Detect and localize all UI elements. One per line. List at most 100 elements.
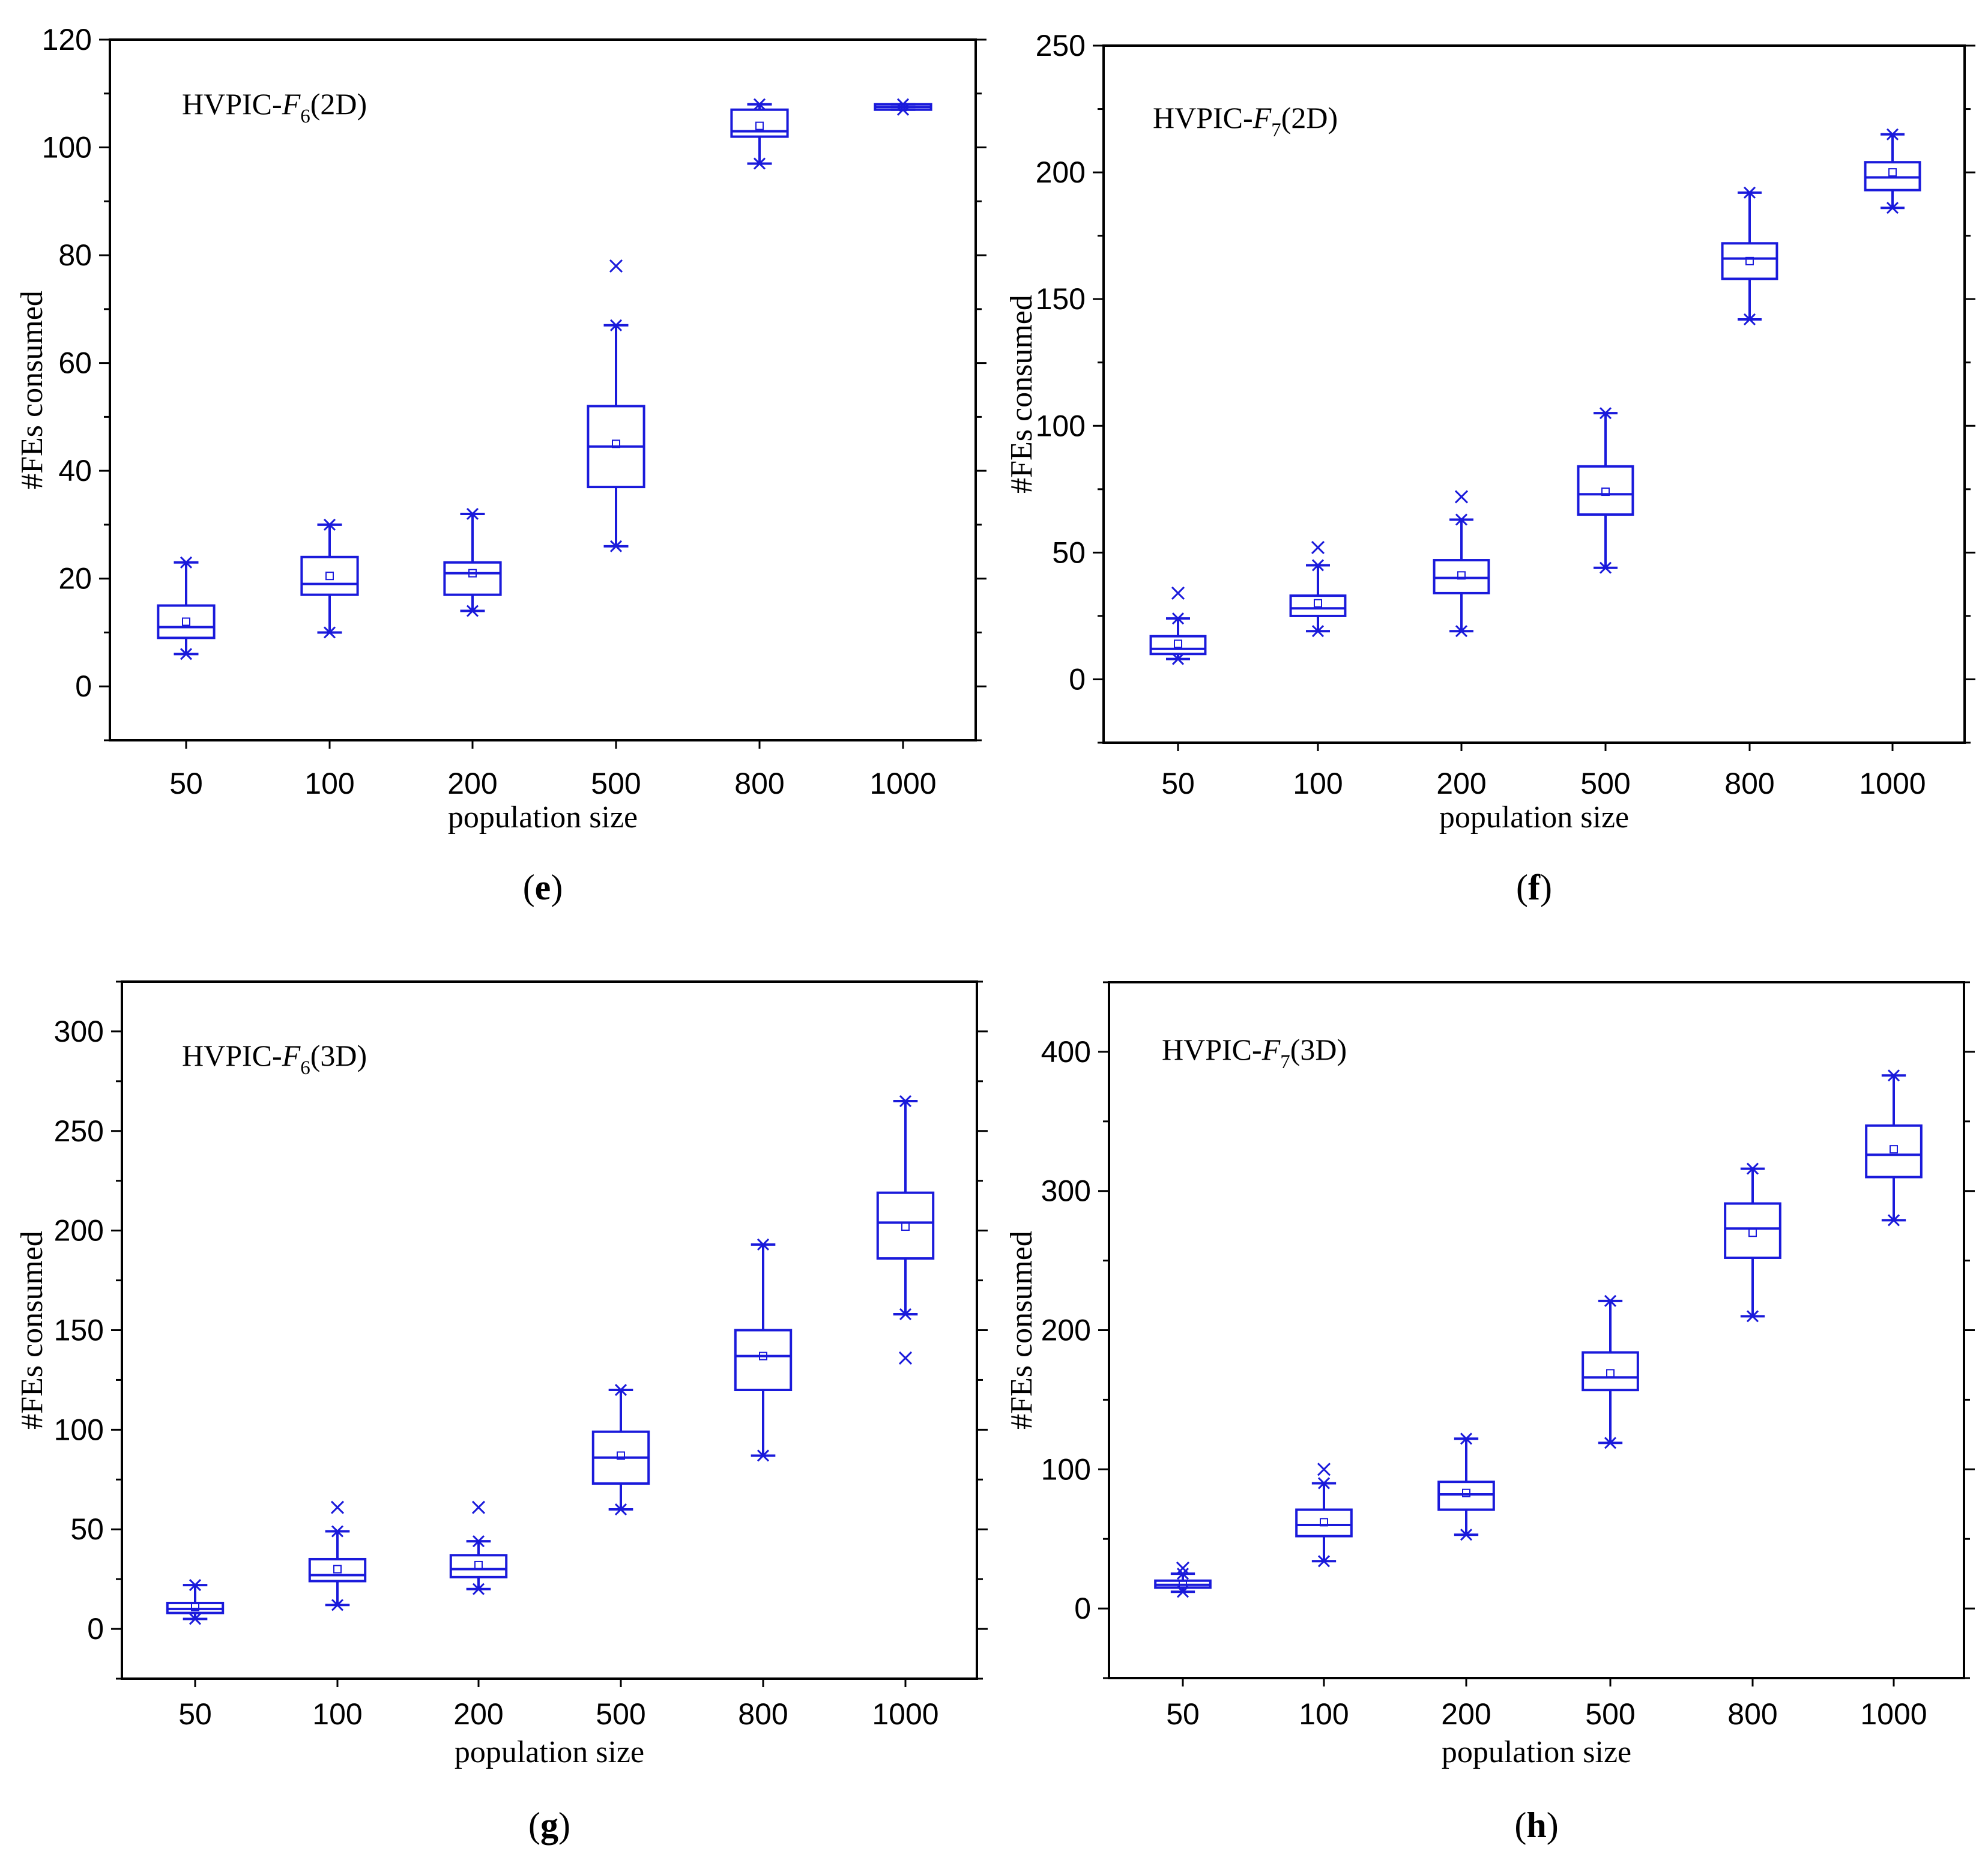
box-50 xyxy=(166,1579,225,1625)
x-tick-label: 200 xyxy=(453,1697,503,1731)
mean-marker xyxy=(1320,1518,1328,1527)
y-tick-label: 120 xyxy=(42,23,92,56)
mean-marker xyxy=(1890,1145,1898,1154)
whisker-end-mark xyxy=(1599,561,1612,574)
mean-marker xyxy=(333,1565,342,1574)
mean-marker xyxy=(182,617,190,626)
iqr-box xyxy=(734,1329,793,1392)
whisker-end-mark xyxy=(1171,612,1185,625)
whisker-end-mark xyxy=(1599,407,1612,420)
iqr-box xyxy=(1582,1351,1639,1392)
box-1000 xyxy=(1864,128,1921,214)
whisker-end-mark xyxy=(1886,202,1899,214)
whisker-end-mark xyxy=(323,518,336,531)
x-axis-title: population size xyxy=(1439,800,1629,835)
whisker-end-mark xyxy=(609,540,623,552)
outlier-marker xyxy=(898,1351,913,1365)
x-tick-label: 1000 xyxy=(1860,1697,1927,1731)
box-100 xyxy=(308,1500,367,1611)
whisker-end-mark xyxy=(323,626,336,639)
mean-marker xyxy=(1174,639,1182,648)
y-tick-label: 300 xyxy=(1041,1174,1091,1208)
iqr-box xyxy=(1437,1481,1495,1511)
mean-marker xyxy=(901,1222,910,1231)
whisker-end-mark xyxy=(180,556,193,569)
plot-title: HVPIC-F6(3D) xyxy=(182,1039,367,1079)
x-tick-label: 500 xyxy=(596,1697,645,1731)
mean-marker xyxy=(1606,1369,1615,1378)
outlier-marker xyxy=(1454,490,1469,504)
x-tick-label: 1000 xyxy=(872,1697,938,1731)
whisker-end-mark xyxy=(753,98,766,110)
mean-marker xyxy=(1457,571,1466,580)
x-tick-label: 100 xyxy=(304,767,354,800)
iqr-box xyxy=(1149,635,1207,656)
plot-title: HVPIC-F7(3D) xyxy=(1162,1033,1347,1073)
y-tick-label: 100 xyxy=(42,131,92,165)
panel-label: (e) xyxy=(523,868,563,907)
x-axis-title: population size xyxy=(455,1735,644,1769)
whisker-end-mark xyxy=(1317,1555,1331,1568)
x-tick-label: 1000 xyxy=(1859,767,1926,800)
x-tick-label: 50 xyxy=(169,767,203,800)
y-tick-label: 50 xyxy=(70,1512,104,1546)
plot-title: HVPIC-F6(2D) xyxy=(182,87,367,127)
iqr-box xyxy=(1724,1202,1781,1259)
mean-marker xyxy=(325,572,334,581)
whisker-end-mark xyxy=(1743,313,1756,326)
y-axis-title: #FEs consumed xyxy=(1005,295,1039,494)
y-tick-label: 50 xyxy=(1052,536,1086,569)
whisker-end-mark xyxy=(1171,653,1185,665)
box-200 xyxy=(1437,1433,1495,1541)
iqr-box xyxy=(1864,161,1921,192)
mean-marker xyxy=(1748,1228,1757,1237)
whisker-end-mark xyxy=(899,1095,912,1108)
x-tick-label: 200 xyxy=(1441,1697,1491,1731)
whisker-end-mark xyxy=(1746,1162,1759,1175)
x-tick-label: 100 xyxy=(312,1697,362,1731)
y-tick-label: 200 xyxy=(1036,156,1086,189)
outlier-marker xyxy=(1317,1463,1331,1476)
box-100 xyxy=(1289,540,1347,638)
y-axis-title: #FEs consumed xyxy=(1005,1231,1039,1430)
y-tick-label: 0 xyxy=(1074,1592,1091,1625)
mean-marker xyxy=(617,1451,625,1460)
box-800 xyxy=(730,98,789,170)
box-800 xyxy=(1721,186,1778,326)
outlier-marker xyxy=(1311,540,1325,554)
whisker-end-mark xyxy=(1317,1477,1331,1490)
x-tick-label: 500 xyxy=(591,767,641,800)
box-500 xyxy=(1582,1294,1639,1449)
whisker-end-mark xyxy=(757,1449,770,1462)
x-tick-label: 500 xyxy=(1580,767,1630,800)
y-tick-label: 100 xyxy=(54,1413,104,1446)
mean-marker xyxy=(759,1351,767,1360)
iqr-box xyxy=(876,1191,935,1260)
x-tick-label: 100 xyxy=(1299,1697,1349,1731)
x-tick-label: 500 xyxy=(1585,1697,1635,1731)
box-500 xyxy=(591,1383,650,1516)
plot-frame xyxy=(1102,44,1966,744)
x-tick-label: 50 xyxy=(1161,767,1195,800)
whisker-end-mark xyxy=(753,157,766,170)
whisker-end-mark xyxy=(1176,1568,1189,1580)
outlier-marker xyxy=(330,1500,345,1514)
whisker-end-mark xyxy=(1311,625,1325,638)
y-tick-label: 100 xyxy=(1041,1452,1091,1486)
plot-frame xyxy=(109,38,977,741)
y-tick-label: 250 xyxy=(54,1114,104,1148)
whisker-end-mark xyxy=(1311,559,1325,572)
box-800 xyxy=(734,1238,793,1462)
plot-frame xyxy=(1108,981,1965,1679)
panel-label: (f) xyxy=(1516,868,1552,907)
whisker-end-mark xyxy=(1455,625,1468,638)
box-200 xyxy=(443,507,502,617)
outlier-marker xyxy=(1176,1561,1190,1575)
y-tick-label: 40 xyxy=(58,454,92,488)
panel-label: (g) xyxy=(528,1805,570,1845)
x-tick-label: 800 xyxy=(1727,1697,1777,1731)
y-tick-label: 150 xyxy=(1036,282,1086,316)
whisker-end-mark xyxy=(1604,1294,1617,1307)
whisker-end-mark xyxy=(331,1599,344,1611)
